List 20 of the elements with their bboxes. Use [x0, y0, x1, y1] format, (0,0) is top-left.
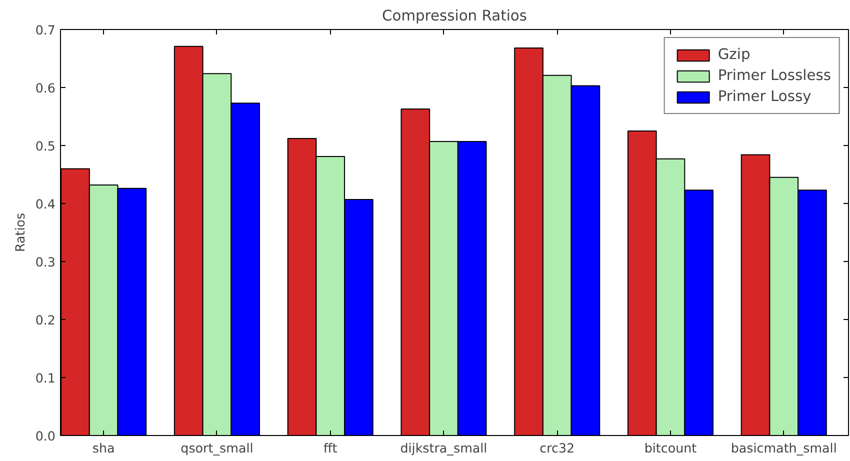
x-tick-label: fft [324, 440, 338, 456]
legend-label: Primer Lossy [718, 88, 812, 105]
x-tick-label: sha [92, 440, 115, 456]
y-tick-label: 0.6 [35, 80, 56, 96]
x-tick-label: qsort_small [180, 440, 254, 456]
y-tick-label: 0.4 [35, 196, 56, 212]
y-tick-label: 0.0 [35, 428, 56, 444]
legend-label: Gzip [718, 46, 750, 63]
y-tick-label: 0.3 [35, 254, 56, 270]
x-tick-label: crc32 [540, 440, 575, 456]
y-tick-label: 0.7 [35, 22, 56, 38]
x-tick-label: basicmath_small [730, 440, 837, 456]
x-tick-label: dijkstra_small [400, 440, 488, 456]
y-axis-title: Ratios [12, 212, 28, 252]
legend-label: Primer Lossless [718, 67, 831, 84]
x-tick-label: bitcount [644, 440, 697, 456]
y-tick-label: 0.2 [35, 312, 56, 328]
y-tick-label: 0.5 [35, 138, 56, 154]
chart-title: Compression Ratios [382, 8, 528, 24]
y-tick-label: 0.1 [35, 370, 56, 386]
